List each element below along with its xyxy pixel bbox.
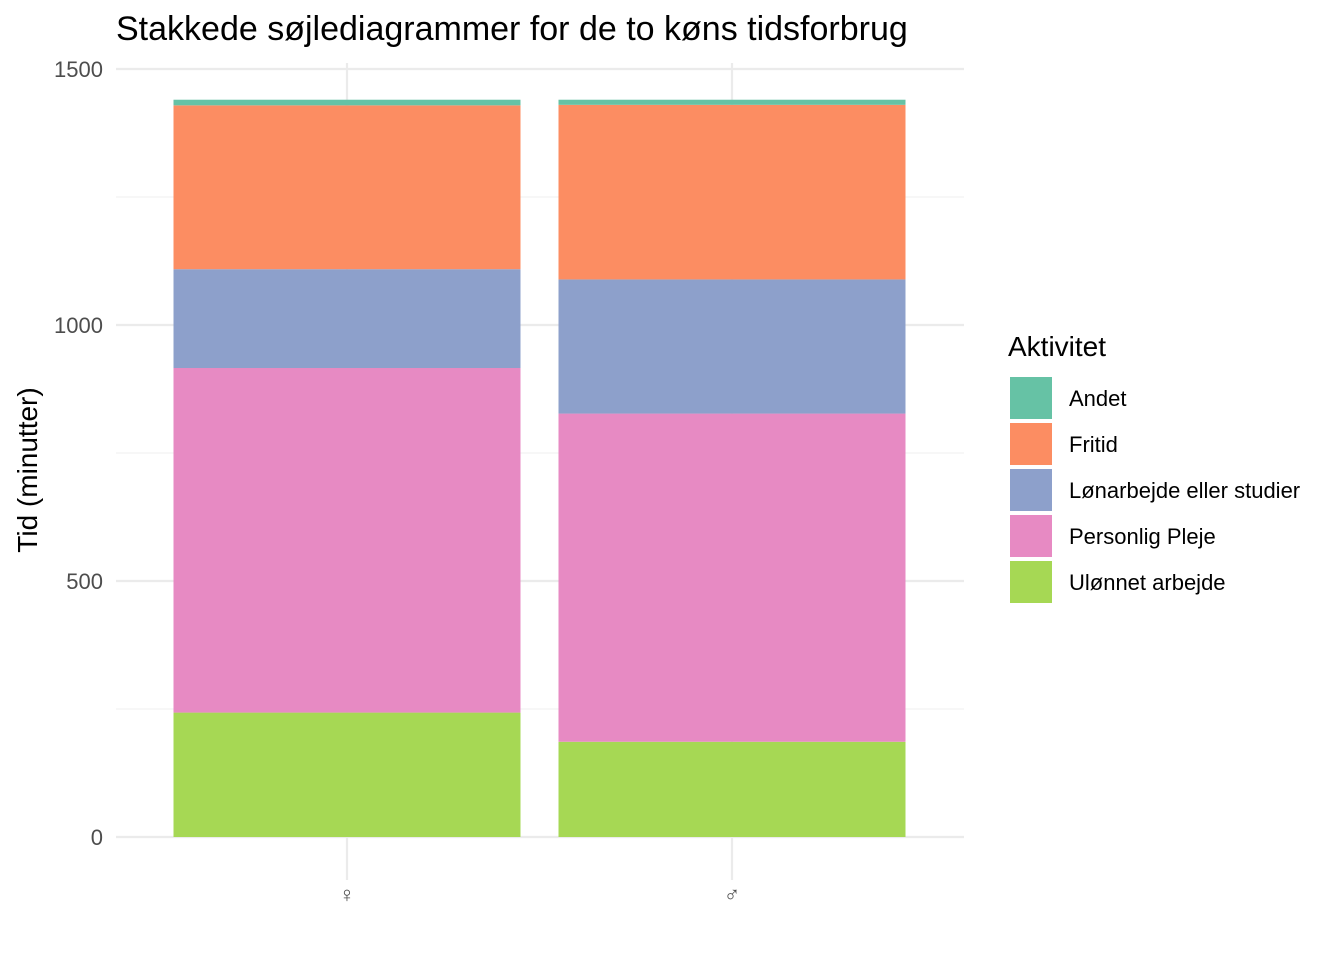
- legend-swatch: [1010, 469, 1052, 511]
- chart-title: Stakkede søjlediagrammer for de to køns …: [116, 10, 908, 48]
- bar-segment: [173, 269, 521, 369]
- y-axis-ticks: 0 500 1000 1500: [54, 57, 103, 850]
- legend-label: Personlig Pleje: [1069, 524, 1216, 549]
- legend-label: Ulønnet arbejde: [1069, 570, 1226, 595]
- bar-segment: [558, 99, 906, 105]
- y-tick-label: 1000: [54, 313, 103, 338]
- legend-label: Fritid: [1069, 432, 1118, 457]
- bar-segment: [173, 99, 521, 106]
- y-axis-label: Tid (minutter): [12, 387, 43, 552]
- x-tick-label: ♂: [724, 882, 741, 907]
- y-tick-label: 0: [91, 825, 103, 850]
- y-tick-label: 500: [66, 569, 103, 594]
- legend-swatch: [1010, 515, 1052, 557]
- legend-label: Lønarbejde eller studier: [1069, 478, 1300, 503]
- x-axis-ticks: ♀ ♂: [339, 882, 741, 907]
- bar-segment: [173, 368, 521, 713]
- legend-swatch: [1010, 377, 1052, 419]
- legend: Andet Fritid Lønarbejde eller studier Perso…: [1010, 377, 1300, 603]
- legend-swatch: [1010, 561, 1052, 603]
- x-tick-label: ♀: [339, 882, 356, 907]
- legend-title: Aktivitet: [1008, 331, 1106, 362]
- bar-segment: [558, 279, 906, 414]
- bars: [173, 99, 906, 837]
- bar-segment: [173, 105, 521, 270]
- bar-segment: [558, 741, 906, 837]
- bar-segment: [173, 712, 521, 837]
- bar-segment: [558, 413, 906, 742]
- bar-segment: [558, 104, 906, 280]
- y-tick-label: 1500: [54, 57, 103, 82]
- legend-swatch: [1010, 423, 1052, 465]
- legend-label: Andet: [1069, 386, 1127, 411]
